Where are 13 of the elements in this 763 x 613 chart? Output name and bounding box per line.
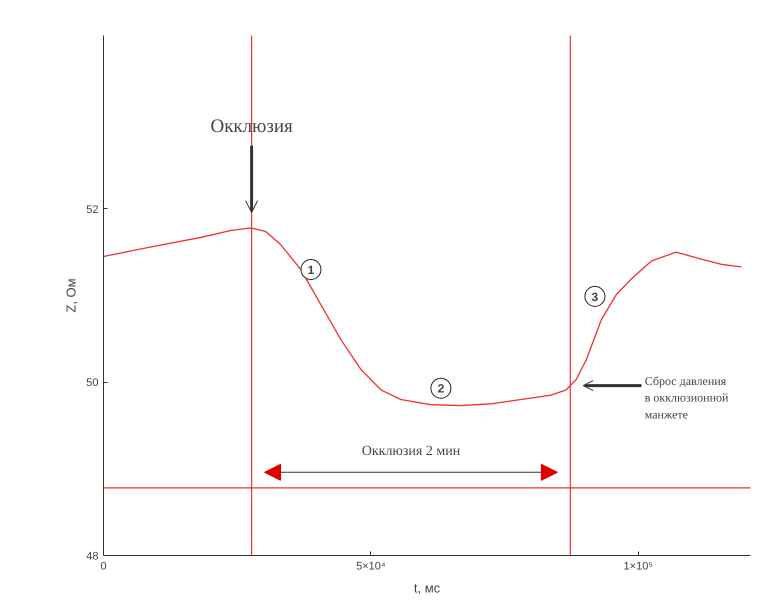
y-tick-label: 50 bbox=[86, 377, 99, 390]
y-tick-label: 52 bbox=[86, 204, 99, 216]
x-tick-label: 1×10⁵ bbox=[624, 560, 653, 572]
x-axis-title: t, мс bbox=[414, 580, 441, 596]
y-axis-title: Z, Ом bbox=[63, 278, 78, 313]
annotation: 2 bbox=[438, 382, 445, 396]
annotation: 3 bbox=[592, 290, 599, 304]
y-tick-label: 48 bbox=[86, 550, 99, 562]
annotation: Окклюзия 2 мин bbox=[362, 444, 461, 459]
x-tick-label: 5×10⁴ bbox=[356, 560, 386, 572]
annotation: 1 bbox=[308, 263, 315, 277]
annotation: Сброс давления в окклюзионной манжете bbox=[644, 374, 729, 422]
x-tick-label: 0 bbox=[100, 560, 107, 572]
